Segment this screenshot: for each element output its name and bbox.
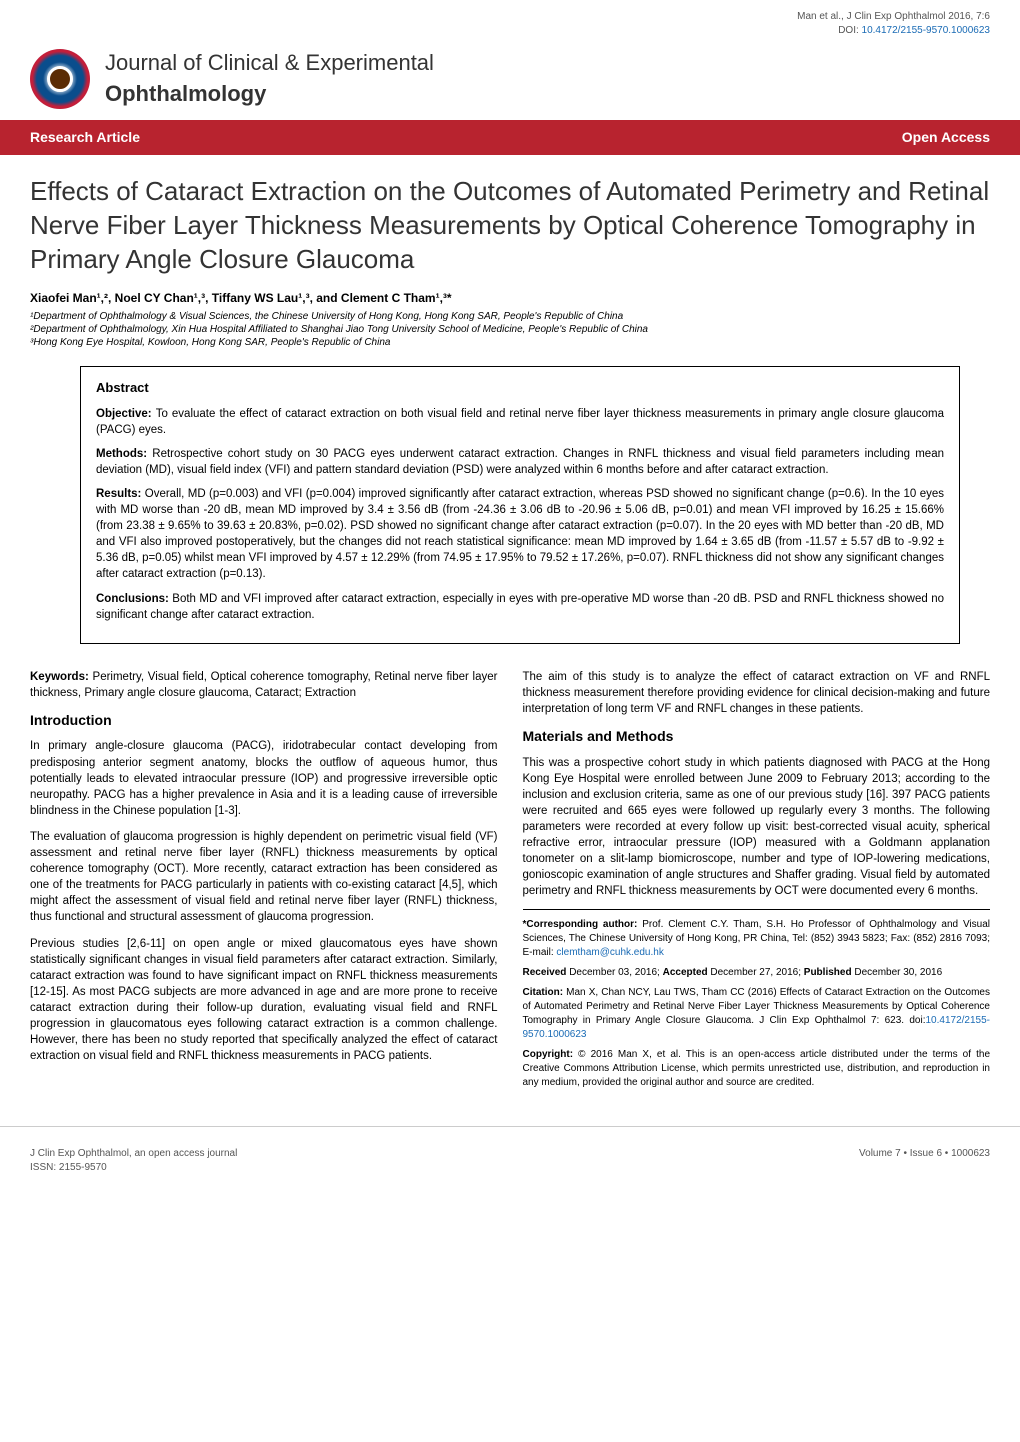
introduction-heading: Introduction [30, 711, 498, 731]
footer-volume: Volume 7 • Issue 6 • 1000623 [859, 1147, 990, 1175]
results-text: Overall, MD (p=0.003) and VFI (p=0.004) … [96, 488, 944, 580]
copyright-label: Copyright: [523, 1049, 579, 1060]
page-footer: J Clin Exp Ophthalmol, an open access jo… [0, 1126, 1020, 1190]
objective-label: Objective: [96, 408, 156, 420]
intro-p3: Previous studies [2,6-11] on open angle … [30, 936, 498, 1065]
footer-issn: ISSN: 2155-9570 [30, 1161, 237, 1175]
abstract-box: Abstract Objective: To evaluate the effe… [80, 366, 960, 643]
affiliation-3: ³Hong Kong Eye Hospital, Kowloon, Hong K… [30, 336, 990, 349]
left-column: Keywords: Perimetry, Visual field, Optic… [30, 669, 498, 1097]
dates-line: Received December 03, 2016; Accepted Dec… [523, 966, 991, 980]
keywords-paragraph: Keywords: Perimetry, Visual field, Optic… [30, 669, 498, 701]
email-link[interactable]: clemtham@cuhk.edu.hk [556, 947, 663, 958]
conclusions-label: Conclusions: [96, 593, 172, 605]
right-column: The aim of this study is to analyze the … [523, 669, 991, 1097]
corresponding-label: *Corresponding author: [523, 919, 643, 930]
open-access-label: Open Access [902, 128, 990, 148]
journal-name: Journal of Clinical & Experimental Ophth… [105, 48, 434, 110]
header-top: Man et al., J Clin Exp Ophthalmol 2016, … [0, 0, 1020, 43]
logo-title-bar: Journal of Clinical & Experimental Ophth… [0, 43, 1020, 120]
article-type-bar: Research Article Open Access [0, 120, 1020, 156]
citation-label: Citation: [523, 987, 567, 998]
affiliation-2: ²Department of Ophthalmology, Xin Hua Ho… [30, 323, 990, 336]
footer-journal: J Clin Exp Ophthalmol, an open access jo… [30, 1147, 237, 1161]
corresponding-box: *Corresponding author: Prof. Clement C.Y… [523, 909, 991, 1090]
abstract-heading: Abstract [96, 379, 944, 397]
article-title: Effects of Cataract Extraction on the Ou… [0, 155, 1020, 281]
citation-text: Man X, Chan NCY, Lau TWS, Tham CC (2016)… [523, 987, 991, 1026]
article-type: Research Article [30, 128, 140, 148]
authors-line: Xiaofei Man¹,², Noel CY Chan¹,³, Tiffany… [0, 282, 1020, 309]
results-label: Results: [96, 488, 145, 500]
two-column-body: Keywords: Perimetry, Visual field, Optic… [0, 659, 1020, 1107]
citation-line: Man et al., J Clin Exp Ophthalmol 2016, … [797, 10, 990, 24]
journal-subtitle: Journal of Clinical & Experimental [105, 50, 434, 75]
intro-p2: The evaluation of glaucoma progression i… [30, 829, 498, 926]
right-intro-p: The aim of this study is to analyze the … [523, 669, 991, 717]
journal-logo-icon [30, 49, 90, 109]
materials-heading: Materials and Methods [523, 727, 991, 747]
intro-p1: In primary angle-closure glaucoma (PACG)… [30, 738, 498, 818]
affiliation-1: ¹Department of Ophthalmology & Visual Sc… [30, 310, 990, 323]
keywords-label: Keywords: [30, 671, 93, 683]
journal-title-bold: Ophthalmology [105, 81, 266, 106]
doi-link[interactable]: 10.4172/2155-9570.1000623 [862, 25, 990, 36]
objective-text: To evaluate the effect of cataract extra… [96, 408, 944, 436]
conclusions-text: Both MD and VFI improved after cataract … [96, 593, 944, 621]
keywords-text: Perimetry, Visual field, Optical coheren… [30, 671, 498, 699]
copyright-text: © 2016 Man X, et al. This is an open-acc… [523, 1049, 991, 1088]
materials-p1: This was a prospective cohort study in w… [523, 755, 991, 900]
affiliations: ¹Department of Ophthalmology & Visual Sc… [0, 308, 1020, 351]
methods-text: Retrospective cohort study on 30 PACG ey… [96, 448, 944, 476]
methods-label: Methods: [96, 448, 152, 460]
doi-label: DOI: [838, 25, 861, 36]
